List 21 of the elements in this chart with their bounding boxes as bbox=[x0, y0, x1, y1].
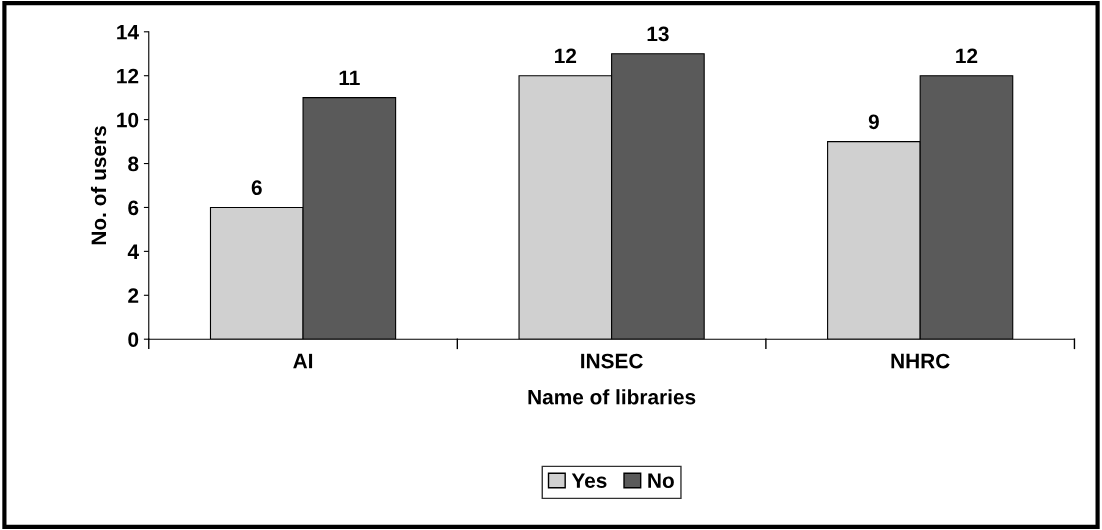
data-label: 13 bbox=[647, 26, 669, 42]
legend-label: Yes bbox=[571, 473, 607, 488]
legend-label: No bbox=[648, 473, 674, 488]
data-label: 6 bbox=[251, 180, 262, 196]
y-axis-title: No. of users bbox=[90, 126, 107, 245]
data-label: 12 bbox=[956, 48, 978, 64]
y-tick-label: 2 bbox=[128, 288, 139, 303]
y-tick-label: 6 bbox=[128, 200, 139, 216]
data-label: 9 bbox=[868, 114, 879, 130]
x-tick-label: AI bbox=[293, 353, 313, 369]
data-label: 12 bbox=[555, 48, 577, 64]
x-axis-title: Name of libraries bbox=[528, 389, 696, 405]
y-tick-label: 0 bbox=[128, 332, 139, 347]
y-tick-label: 8 bbox=[128, 156, 139, 172]
x-tick-label: NHRC bbox=[891, 353, 950, 369]
x-tick-label: INSEC bbox=[581, 353, 643, 369]
y-tick-label: 10 bbox=[117, 112, 139, 128]
y-tick-label: 4 bbox=[127, 244, 139, 259]
y-tick-label: 14 bbox=[117, 25, 139, 40]
y-tick-label: 12 bbox=[117, 68, 139, 84]
data-label: 11 bbox=[339, 70, 360, 86]
